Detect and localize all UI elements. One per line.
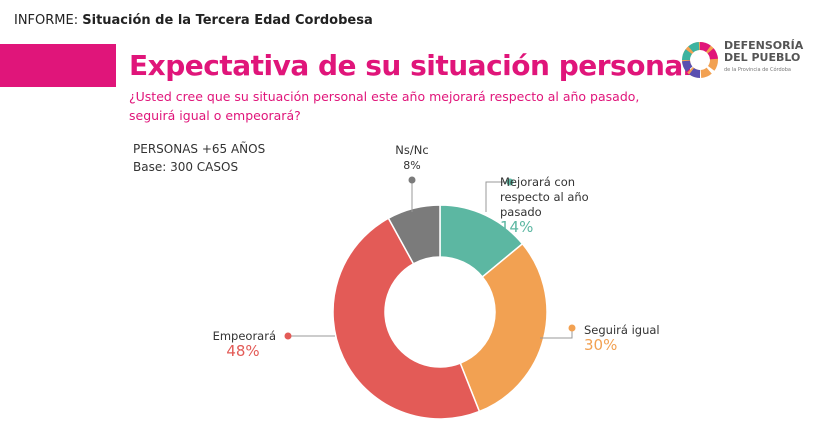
report-header: INFORME: Situación de la Tercera Edad Co… <box>14 13 373 28</box>
logo-text: DEFENSORÍA DEL PUEBLO de la Provincia de… <box>724 40 803 76</box>
slice-value: 8% <box>403 159 421 172</box>
slice-label: Seguirá igual <box>584 323 660 337</box>
label-mejorara: Mejorará con respecto al año pasado 14% <box>500 175 620 235</box>
logo-line3: de la Provincia de Córdoba <box>724 67 791 73</box>
slice-value: 30% <box>584 336 618 354</box>
leader-dot-3 <box>408 176 416 184</box>
logo-flower-icon <box>682 42 718 78</box>
slice-3 <box>387 204 441 265</box>
leader-dot-2 <box>284 332 292 340</box>
base-label: Base: 300 CASOS <box>133 160 239 174</box>
slice-1 <box>459 242 548 413</box>
logo: DEFENSORÍA DEL PUEBLO de la Provincia de… <box>680 38 819 82</box>
slice-label: Ns/Nc <box>395 143 429 157</box>
chart-title: Expectativa de su situación personal <box>129 49 692 82</box>
logo-line1: DEFENSORÍA <box>724 39 804 52</box>
population-label: PERSONAS +65 AÑOS <box>133 142 266 156</box>
slice-2 <box>332 217 481 420</box>
label-empeorara: Empeorará 48% <box>210 329 276 359</box>
leader-line-0 <box>485 181 508 212</box>
sample-info: PERSONAS +65 AÑOS Base: 300 CASOS <box>133 140 265 176</box>
report-title: Situación de la Tercera Edad Cordobesa <box>82 13 373 28</box>
report-prefix: INFORME: <box>14 13 83 28</box>
label-seguira: Seguirá igual 30% <box>584 323 660 353</box>
slice-label: Mejorará con respecto al año pasado <box>500 175 589 219</box>
slice-label: Empeorará <box>212 329 276 343</box>
slice-value: 48% <box>226 342 260 360</box>
leader-dot-1 <box>568 324 576 332</box>
accent-bar <box>0 44 116 87</box>
label-nsnc: Ns/Nc 8% <box>390 143 434 173</box>
logo-line2: DEL PUEBLO <box>724 51 801 64</box>
leader-dot-0 <box>506 178 514 186</box>
chart-subtitle: ¿Usted cree que su situación personal es… <box>129 89 640 123</box>
slice-value: 14% <box>500 218 534 236</box>
